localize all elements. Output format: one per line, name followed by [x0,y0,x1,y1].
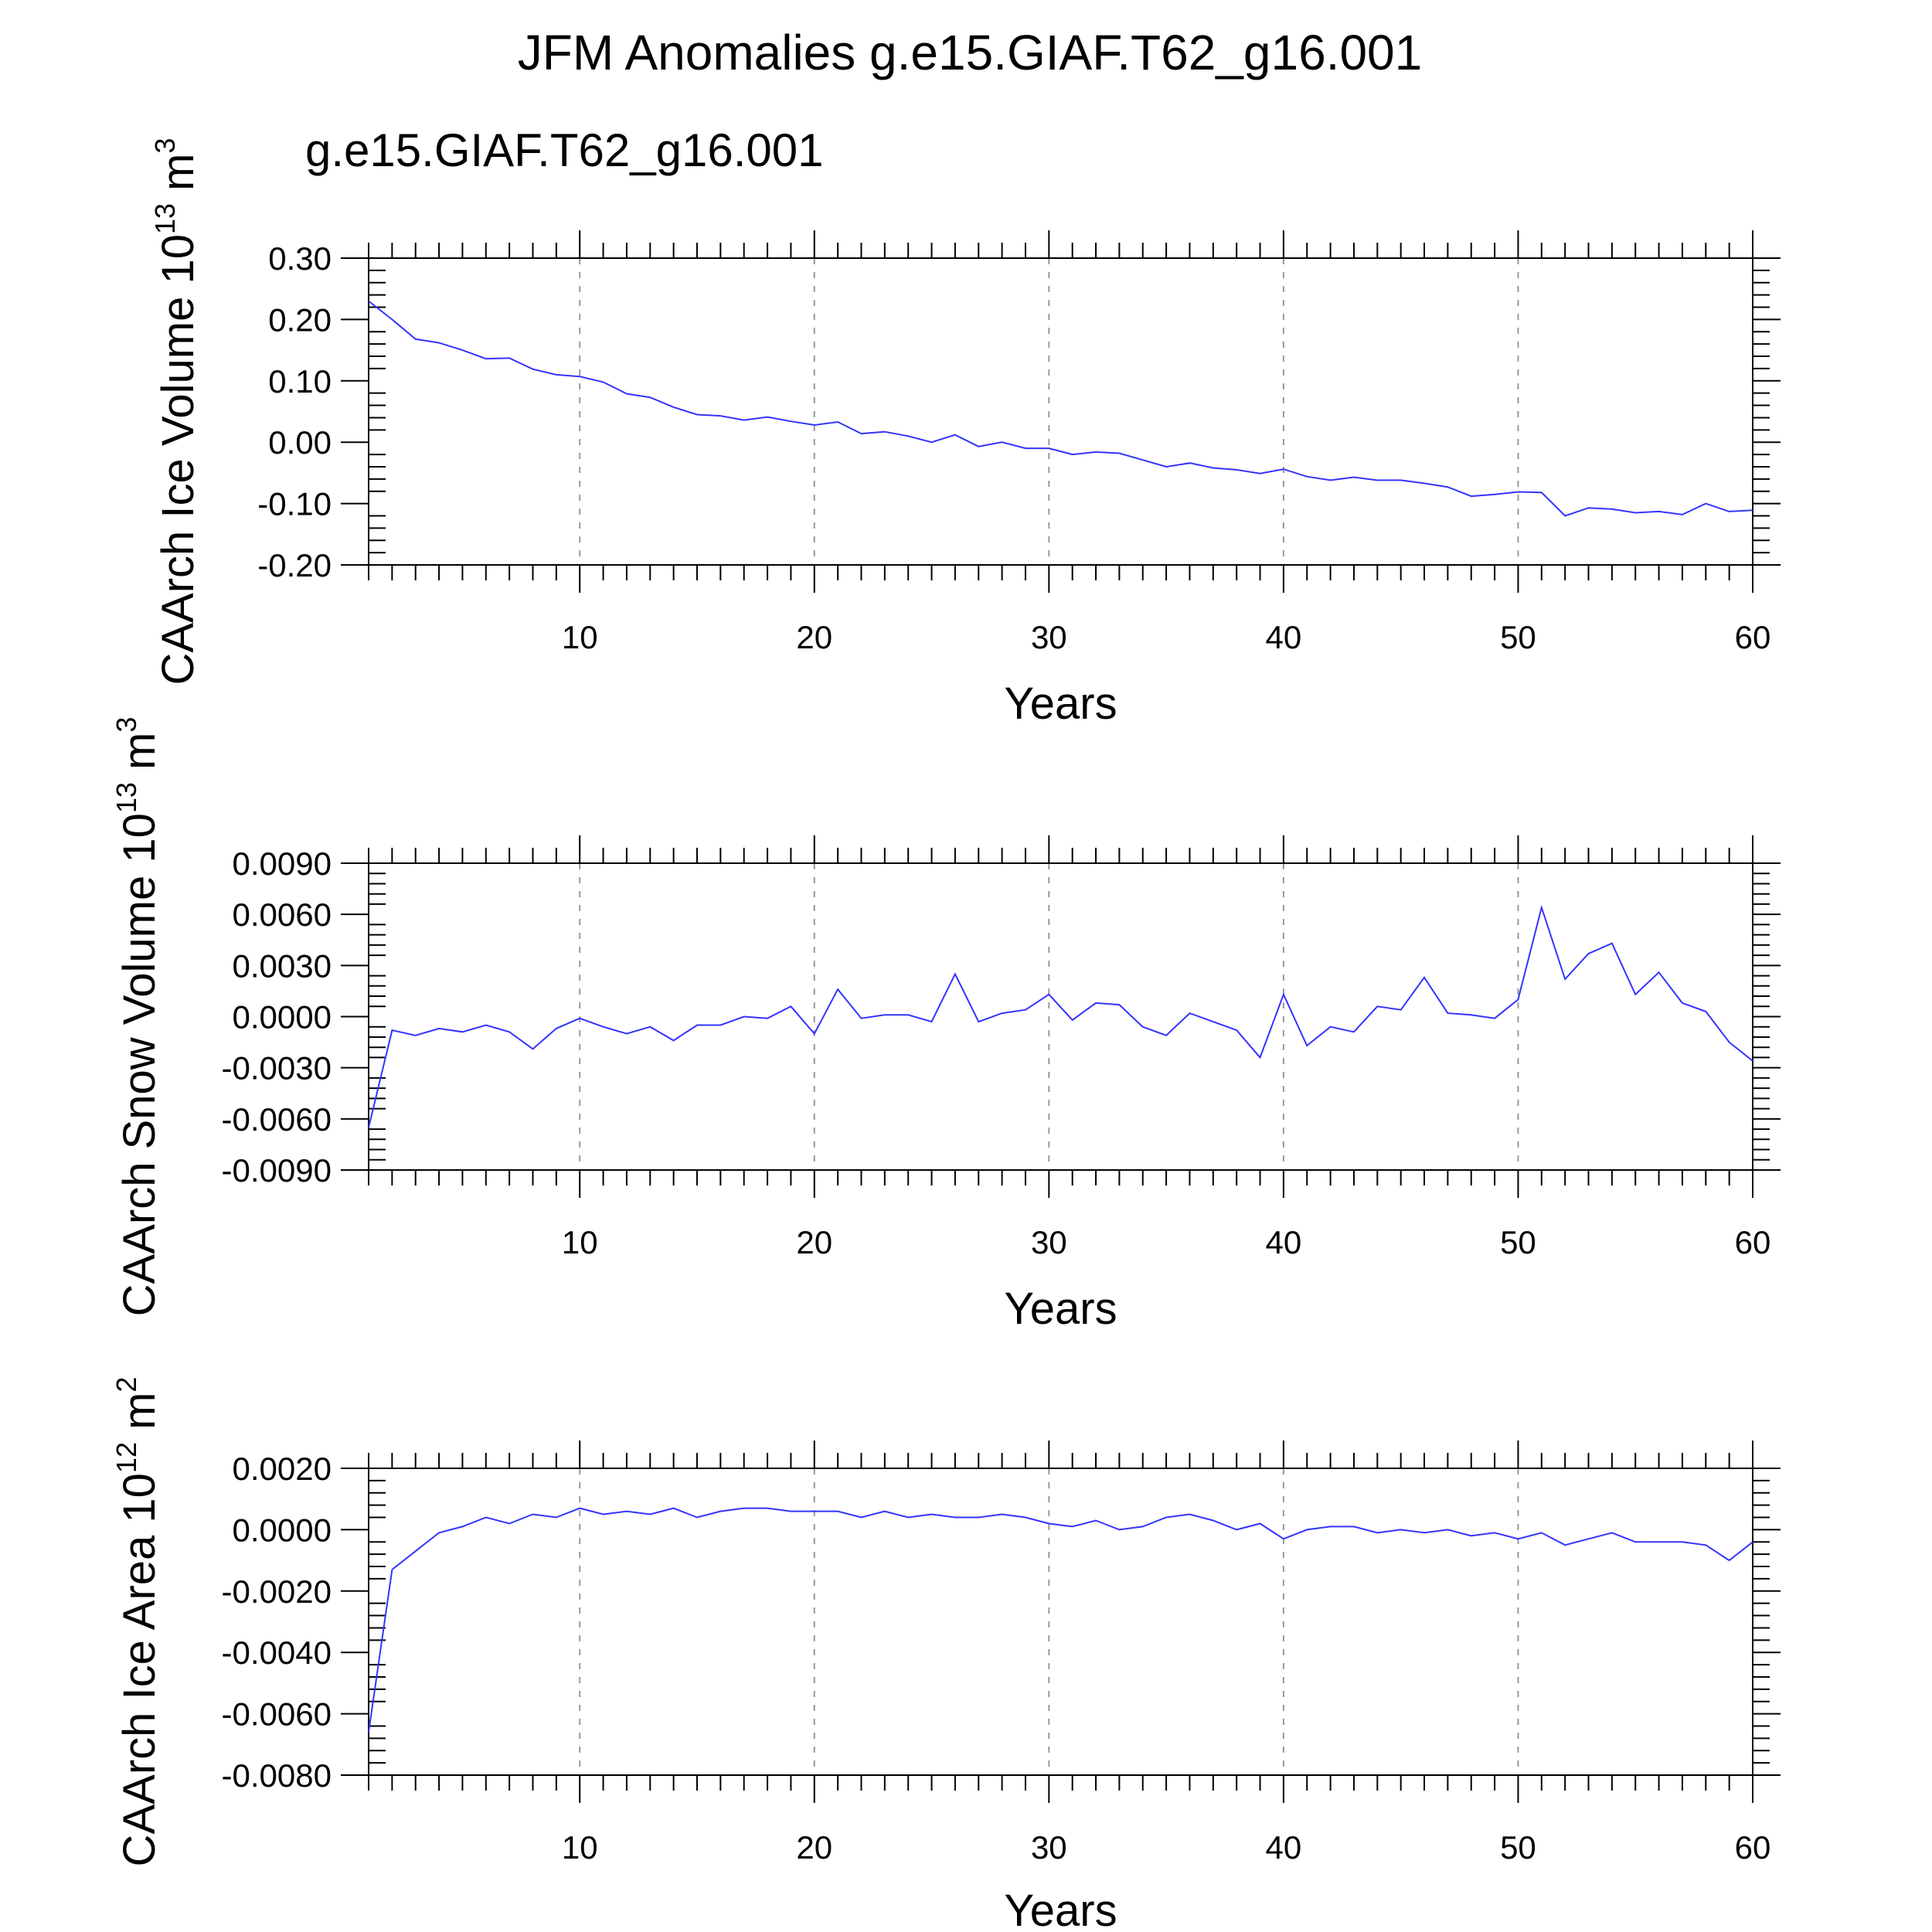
y-tick-label: 0.0000 [233,1512,332,1548]
x-tick-label: 30 [1031,1224,1067,1260]
y-axis-title-exponent: 12 [111,1442,142,1473]
chart-panel-1: 10 20 30 40 50 60 0.30 0.20 0.10 0.00 -0.10 -0.20 Ye… [149,138,1781,729]
y-tick-label: -0.0090 [222,1152,332,1189]
plot-frame [368,862,1753,1171]
y-axis-title: CAArch Snow Volume 1013 m3 [111,717,165,1317]
y-axis-title-text: CAArch Ice Volume 10 [153,234,203,685]
chart-title: JFM Anomalies g.e15.GIAF.T62_g16.001 [518,25,1422,80]
y-axis-title-text: CAArch Ice Area 10 [114,1473,165,1866]
y-tick-label: -0.0030 [222,1050,332,1087]
x-tick-label: 20 [796,619,832,655]
series-line-1 [368,1507,1753,1733]
y-tick-label: 0.0090 [233,845,332,882]
y-tick-label: -0.20 [257,547,332,583]
y-tick-label: 0.0030 [233,947,332,984]
y-tick-label: 0.30 [268,240,332,277]
chart-panel-2: 10 20 30 40 50 60 0.0090 0.0060 0.0030 0.0000 -0.0… [111,717,1781,1334]
y-axis-title-unit: m [114,733,165,782]
y-tick-label: 0.0000 [233,999,332,1036]
x-tick-label: 30 [1031,619,1067,655]
series-line-1 [368,904,1753,1128]
y-tick-label: 0.10 [268,363,332,400]
y-tick-label: 0.0060 [233,896,332,933]
x-tick-label: 10 [562,619,598,655]
y-axis-title-unit-exponent: 3 [149,138,181,153]
y-tick-label: 0.00 [268,424,332,461]
x-tick-label: 20 [796,1224,832,1260]
x-tick-label: 30 [1031,1829,1067,1866]
y-axis-title-unit: m [114,1393,165,1442]
series-line-1 [368,300,1753,517]
x-tick-label: 40 [1266,1829,1302,1866]
y-tick-label: 0.0020 [233,1451,332,1487]
x-tick-label: 10 [562,1829,598,1866]
x-tick-label: 10 [562,1224,598,1260]
y-tick-label: -0.0020 [222,1573,332,1610]
y-axis-title: CAArch Ice Area 1012 m2 [111,1377,165,1867]
x-tick-label: 60 [1735,1224,1771,1260]
y-tick-label: -0.0060 [222,1101,332,1138]
y-axis-title-text: CAArch Snow Volume 10 [114,813,165,1316]
y-axis-title-unit-exponent: 3 [111,717,142,733]
x-tick-label: 50 [1500,1224,1536,1260]
x-tick-label: 60 [1735,1829,1771,1866]
y-axis-title: CAArch Ice Volume 1013 m3 [149,138,203,685]
chart-panels: 10 20 30 40 50 60 0.30 0.20 0.10 0.00 -0.10 -0.20 Ye… [111,138,1781,1932]
y-axis-title-exponent: 13 [111,782,142,813]
y-tick-label: -0.0040 [222,1634,332,1671]
plot-frame [368,257,1753,566]
x-axis-title: Years [1004,679,1117,729]
x-tick-label: 40 [1266,1224,1302,1260]
y-tick-label: -0.0060 [222,1696,332,1733]
x-tick-label: 20 [796,1829,832,1866]
x-tick-label: 50 [1500,1829,1536,1866]
chart-panel-3: 10 20 30 40 50 60 0.0020 0.0000 -0.0020 -0.0040 -0… [111,1377,1781,1932]
y-axis-title-unit: m [153,154,203,203]
chart-subtitle: g.e15.GIAF.T62_g16.001 [305,124,824,176]
x-axis-title: Years [1004,1886,1117,1932]
x-axis-title: Years [1004,1284,1117,1334]
y-axis-title-unit-exponent: 2 [111,1377,142,1393]
y-axis-title-exponent: 13 [149,203,181,234]
x-tick-label: 60 [1735,619,1771,655]
x-tick-label: 40 [1266,619,1302,655]
y-tick-label: -0.0080 [222,1757,332,1794]
y-tick-label: 0.20 [268,301,332,338]
y-tick-label: -0.10 [257,486,332,522]
x-tick-label: 50 [1500,619,1536,655]
plot-frame [368,1468,1753,1776]
